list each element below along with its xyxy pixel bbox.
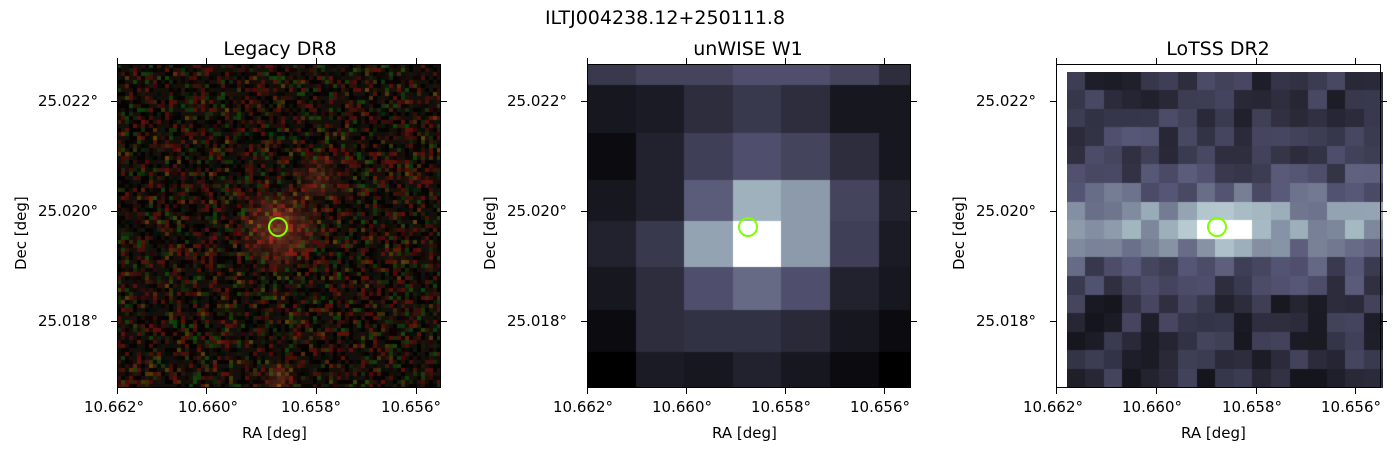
x-tick [884, 58, 885, 64]
y-tick [581, 321, 587, 322]
y-tick [911, 211, 917, 212]
x-tick [686, 58, 687, 64]
y-tick [1381, 211, 1387, 212]
x-tick [416, 388, 417, 394]
y-tick-label: 25.018° [38, 312, 98, 330]
x-tick [686, 388, 687, 394]
x-tick [206, 58, 207, 64]
source-marker [268, 217, 288, 237]
panel-title: unWISE W1 [693, 38, 803, 60]
y-tick [911, 101, 917, 102]
panel-title: Legacy DR8 [223, 38, 337, 60]
y-tick [1381, 321, 1387, 322]
y-tick [1050, 211, 1056, 212]
y-tick [1381, 101, 1387, 102]
y-tick [441, 321, 447, 322]
x-tick [1355, 58, 1356, 64]
x-tick [1056, 388, 1057, 394]
x-tick [1056, 58, 1057, 64]
x-tick-label: 10.658° [751, 398, 811, 416]
x-tick [1156, 388, 1157, 394]
panel-title: LoTSS DR2 [1166, 38, 1270, 60]
y-tick [441, 101, 447, 102]
x-tick [1156, 58, 1157, 64]
x-axis-label: RA [deg] [712, 424, 777, 442]
y-tick [111, 101, 117, 102]
x-tick [587, 58, 588, 64]
x-tick-label: 10.660° [652, 398, 712, 416]
x-tick-label: 10.662° [84, 398, 144, 416]
x-tick-label: 10.656° [850, 398, 910, 416]
x-tick [117, 388, 118, 394]
y-tick-label: 25.020° [507, 202, 567, 220]
y-tick [1050, 101, 1056, 102]
x-tick [884, 388, 885, 394]
x-tick-label: 10.660° [178, 398, 238, 416]
y-tick-label: 25.022° [507, 92, 567, 110]
x-tick-label: 10.658° [1222, 398, 1282, 416]
y-tick [111, 211, 117, 212]
x-tick [1355, 388, 1356, 394]
x-tick-label: 10.662° [1023, 398, 1083, 416]
x-tick [1256, 388, 1257, 394]
y-tick [581, 211, 587, 212]
x-tick-label: 10.656° [1321, 398, 1381, 416]
y-tick [441, 211, 447, 212]
x-tick [316, 388, 317, 394]
y-axis-label: Dec [deg] [12, 196, 30, 270]
x-tick [117, 58, 118, 64]
y-tick-label: 25.022° [38, 92, 98, 110]
y-tick-label: 25.020° [38, 202, 98, 220]
y-tick [1050, 321, 1056, 322]
y-tick-label: 25.018° [507, 312, 567, 330]
x-tick-label: 10.658° [281, 398, 341, 416]
x-axis-label: RA [deg] [242, 424, 307, 442]
source-marker [738, 217, 758, 237]
x-tick-label: 10.656° [381, 398, 441, 416]
x-tick [316, 58, 317, 64]
y-tick [911, 321, 917, 322]
source-marker [1207, 217, 1227, 237]
y-tick [581, 101, 587, 102]
x-tick-label: 10.662° [553, 398, 613, 416]
x-axis-label: RA [deg] [1181, 424, 1246, 442]
y-tick-label: 25.022° [976, 92, 1036, 110]
x-tick [587, 388, 588, 394]
x-tick [785, 388, 786, 394]
x-tick [206, 388, 207, 394]
x-tick [785, 58, 786, 64]
x-tick-label: 10.660° [1122, 398, 1182, 416]
y-axis-label: Dec [deg] [481, 196, 499, 270]
x-tick [1256, 58, 1257, 64]
figure-suptitle: ILTJ004238.12+250111.8 [544, 7, 786, 29]
y-tick-label: 25.018° [976, 312, 1036, 330]
x-tick [416, 58, 417, 64]
y-tick-label: 25.020° [976, 202, 1036, 220]
y-axis-label: Dec [deg] [950, 196, 968, 270]
y-tick [111, 321, 117, 322]
